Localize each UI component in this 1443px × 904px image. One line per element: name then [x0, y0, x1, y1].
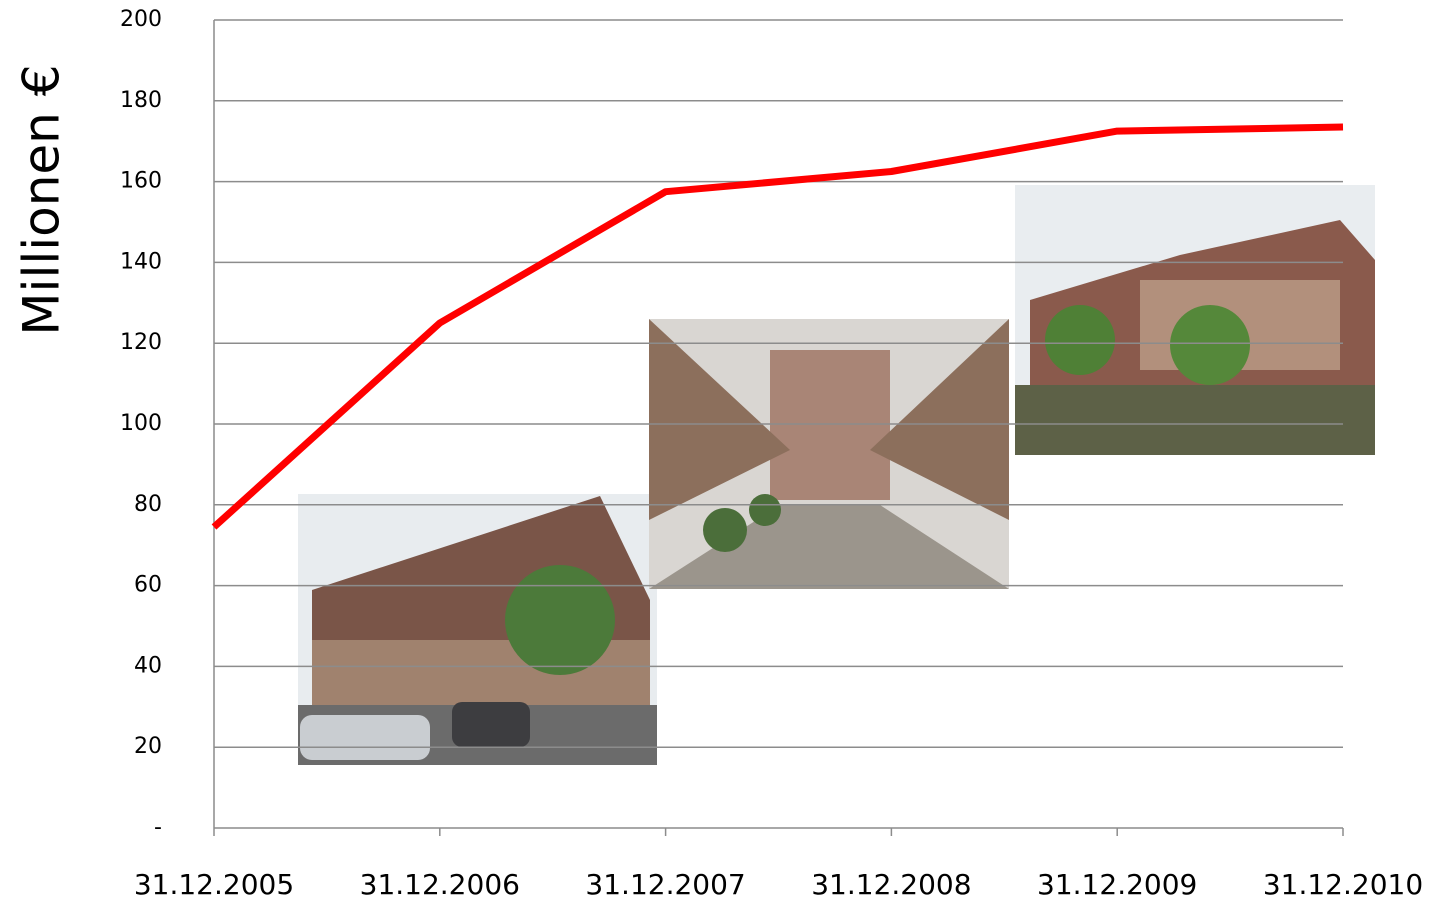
- y-tick-label: 180: [120, 88, 162, 113]
- x-tick-label: 31.12.2006: [360, 868, 520, 901]
- x-tick-label: 31.12.2009: [1037, 868, 1197, 901]
- photo-2: [649, 319, 1009, 589]
- y-tick-label: 200: [120, 7, 162, 32]
- photo-1: [298, 494, 657, 765]
- y-tick-label: 20: [134, 734, 162, 759]
- y-tick-label: -: [154, 815, 162, 840]
- photo-3: [1015, 185, 1375, 455]
- y-tick-label: 100: [120, 411, 162, 436]
- y-tick-label: 40: [134, 653, 162, 678]
- x-tick-label: 31.12.2010: [1263, 868, 1423, 901]
- y-tick-label: 160: [120, 169, 162, 194]
- y-tick-label: 60: [134, 573, 162, 598]
- y-tick-label: 140: [120, 249, 162, 274]
- x-tick-label: 31.12.2005: [134, 868, 294, 901]
- y-tick-label: 120: [120, 330, 162, 355]
- page: Millionen € - 20 40 60 80 100 120 140 160 180 200 3…: [0, 0, 1443, 904]
- y-axis-title: Millionen €: [13, 64, 71, 335]
- x-tick-label: 31.12.2008: [811, 868, 971, 901]
- y-tick-label: 80: [134, 492, 162, 517]
- x-tick-label: 31.12.2007: [585, 868, 745, 901]
- chart: Millionen € - 20 40 60 80 100 120 140 160 180 200 3…: [0, 0, 1443, 904]
